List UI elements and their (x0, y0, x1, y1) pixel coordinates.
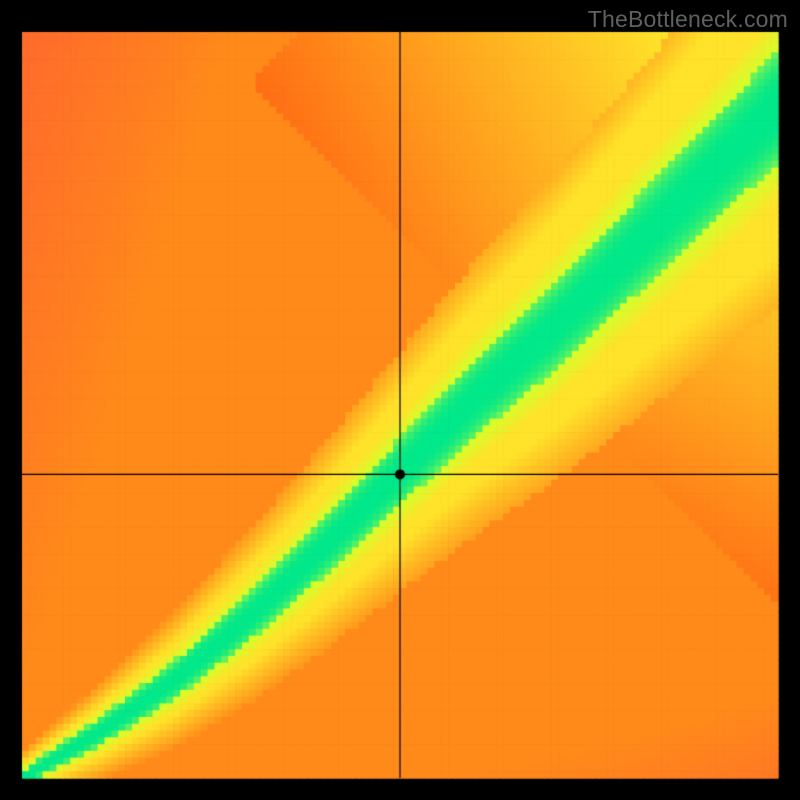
chart-container: TheBottleneck.com (0, 0, 800, 800)
bottleneck-heatmap (0, 0, 800, 800)
watermark-text: TheBottleneck.com (588, 6, 788, 33)
